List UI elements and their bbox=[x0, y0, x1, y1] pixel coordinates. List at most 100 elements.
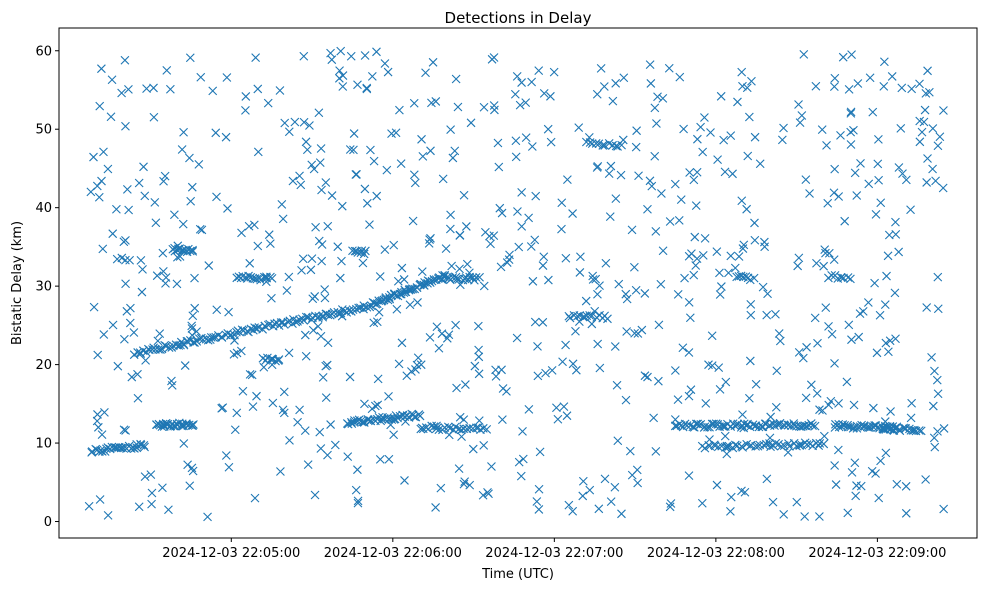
detection-point bbox=[553, 414, 563, 424]
detection-point bbox=[754, 422, 764, 432]
detection-point bbox=[645, 60, 655, 69]
detection-point bbox=[750, 132, 760, 142]
detection-point bbox=[139, 440, 149, 450]
detection-point bbox=[738, 442, 748, 452]
detection-point bbox=[337, 256, 346, 266]
detection-point bbox=[293, 417, 302, 427]
detection-point bbox=[561, 340, 570, 350]
detection-point bbox=[478, 490, 488, 500]
detection-point bbox=[600, 141, 610, 150]
detection-point bbox=[617, 140, 626, 150]
detection-point bbox=[212, 192, 221, 202]
detection-point bbox=[928, 401, 938, 411]
detection-point bbox=[685, 168, 695, 177]
detection-point bbox=[459, 190, 469, 200]
detection-point bbox=[730, 263, 740, 273]
detection-point bbox=[146, 470, 156, 480]
detection-point bbox=[93, 422, 103, 432]
detection-point bbox=[538, 261, 548, 270]
detection-point bbox=[465, 480, 475, 490]
detection-point bbox=[844, 320, 854, 330]
detection-point bbox=[867, 466, 877, 476]
detection-point bbox=[722, 449, 732, 459]
detection-point bbox=[149, 83, 158, 93]
detection-point bbox=[746, 300, 756, 309]
detection-point bbox=[584, 132, 594, 142]
detection-point bbox=[846, 107, 856, 117]
detection-point bbox=[772, 366, 782, 376]
detection-point bbox=[208, 86, 218, 96]
detection-point bbox=[713, 442, 723, 452]
detection-point bbox=[334, 73, 344, 83]
detection-point bbox=[195, 224, 205, 234]
detection-point bbox=[891, 229, 901, 239]
detection-point bbox=[794, 253, 804, 263]
detection-point bbox=[370, 401, 380, 411]
detection-point bbox=[365, 220, 374, 229]
detection-point bbox=[444, 430, 454, 440]
detection-point bbox=[883, 251, 893, 261]
detection-point bbox=[99, 330, 109, 339]
detection-point bbox=[824, 248, 834, 258]
detection-point bbox=[935, 132, 945, 142]
scatter-points bbox=[84, 46, 949, 522]
detection-point bbox=[178, 219, 188, 229]
detection-point bbox=[221, 132, 231, 142]
detection-point bbox=[594, 504, 604, 514]
detection-point bbox=[920, 105, 930, 115]
detection-point bbox=[320, 285, 330, 294]
detection-point bbox=[278, 405, 288, 415]
detection-point bbox=[465, 423, 474, 433]
detection-point bbox=[759, 440, 769, 450]
detection-point bbox=[92, 181, 102, 191]
detection-point bbox=[360, 399, 369, 409]
detection-point bbox=[805, 189, 814, 198]
detection-point bbox=[251, 53, 261, 63]
detection-point bbox=[836, 131, 845, 140]
detection-point bbox=[323, 221, 333, 231]
detection-point bbox=[187, 182, 197, 192]
detection-point bbox=[502, 387, 511, 396]
detection-point bbox=[703, 422, 712, 432]
detection-point bbox=[771, 309, 780, 319]
detection-point bbox=[313, 321, 323, 331]
detection-point bbox=[884, 347, 893, 357]
detection-point bbox=[333, 242, 343, 252]
detection-point bbox=[892, 479, 902, 489]
detection-point bbox=[97, 447, 107, 456]
detection-point bbox=[107, 442, 117, 452]
detection-point bbox=[646, 79, 656, 88]
detection-point bbox=[894, 247, 904, 257]
detection-point bbox=[921, 475, 931, 484]
detection-point bbox=[697, 498, 707, 508]
detection-point bbox=[768, 497, 778, 507]
detection-point bbox=[650, 103, 660, 113]
detection-point bbox=[475, 272, 484, 282]
detection-point bbox=[517, 221, 527, 231]
detection-point bbox=[295, 171, 304, 181]
detection-point bbox=[223, 204, 232, 213]
detection-point bbox=[726, 131, 736, 140]
detection-point bbox=[150, 197, 160, 207]
detection-point bbox=[919, 117, 929, 127]
detection-point bbox=[134, 502, 144, 512]
detection-point bbox=[349, 145, 358, 155]
detection-point bbox=[698, 147, 708, 157]
detection-point bbox=[547, 365, 557, 375]
detection-point bbox=[397, 263, 407, 273]
detection-point bbox=[691, 261, 701, 270]
detection-point bbox=[879, 81, 889, 91]
detection-point bbox=[897, 83, 907, 93]
detection-point bbox=[140, 472, 150, 482]
detection-point bbox=[217, 403, 227, 413]
detection-point bbox=[773, 420, 782, 429]
detection-point bbox=[882, 271, 891, 281]
detection-point bbox=[783, 448, 793, 457]
detection-point bbox=[124, 85, 133, 94]
detection-point bbox=[301, 137, 311, 147]
detection-point bbox=[650, 151, 660, 161]
detection-point bbox=[524, 404, 534, 414]
detection-point bbox=[678, 343, 688, 353]
detection-point bbox=[349, 129, 359, 138]
